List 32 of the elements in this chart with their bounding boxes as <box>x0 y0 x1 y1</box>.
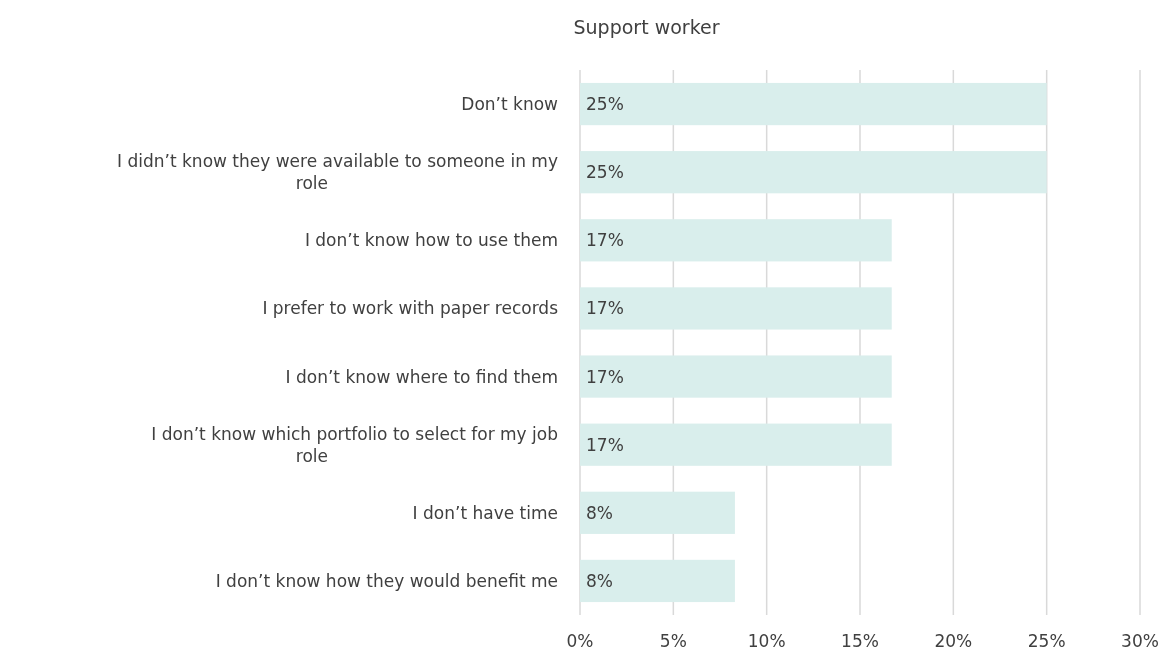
y-tick-label: I prefer to work with paper records <box>262 298 559 319</box>
x-tick-label: 0% <box>566 631 594 651</box>
data-label: 25% <box>586 94 624 115</box>
y-tick-label: I don’t know how to use them <box>304 230 558 251</box>
y-tick-label: I didn’t know they were available to someone in my role <box>117 151 558 194</box>
data-label: 8% <box>586 502 613 523</box>
data-label: 25% <box>586 162 624 183</box>
data-label: 17% <box>586 366 624 387</box>
chart-title: Support worker <box>573 16 720 38</box>
data-label: 17% <box>586 230 624 251</box>
bar <box>580 219 892 262</box>
x-tick-label: 15% <box>841 631 879 651</box>
data-label: 8% <box>586 570 613 591</box>
x-tick-label: 20% <box>934 631 973 651</box>
data-label: 17% <box>586 298 624 319</box>
y-tick-label: I don’t know where to find them <box>285 366 558 387</box>
y-tick-label: I don’t know how they would benefit me <box>215 570 558 591</box>
y-tick-label: I don’t have time <box>412 502 558 523</box>
bar <box>580 355 892 398</box>
bar <box>580 151 1047 194</box>
bar <box>580 559 735 603</box>
bar <box>580 491 735 534</box>
x-tick-label: 10% <box>747 631 786 651</box>
bar <box>580 423 892 466</box>
y-tick-label: Don’t know <box>461 94 559 115</box>
data-label: 17% <box>586 434 624 455</box>
x-tick-label: 25% <box>1027 631 1066 651</box>
x-tick-label: 5% <box>659 631 687 651</box>
bar <box>580 82 1047 126</box>
bar <box>580 287 892 330</box>
y-tick-label: I don’t know which portfolio to select for my job role <box>151 423 558 466</box>
x-tick-label: 30% <box>1121 631 1159 651</box>
